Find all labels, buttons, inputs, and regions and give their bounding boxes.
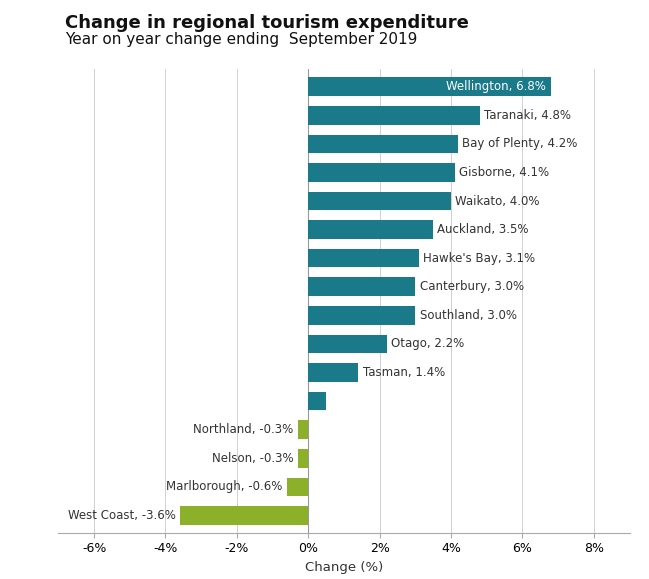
Bar: [297, 449, 308, 468]
Text: West Coast, -3.6%: West Coast, -3.6%: [67, 509, 175, 522]
Text: Gisborne, 4.1%: Gisborne, 4.1%: [459, 166, 549, 179]
Bar: [308, 392, 326, 411]
Bar: [308, 106, 480, 124]
Bar: [308, 363, 358, 382]
Bar: [308, 192, 451, 210]
Bar: [308, 163, 454, 182]
Bar: [308, 306, 415, 325]
Bar: [180, 506, 308, 525]
Text: Taranaki, 4.8%: Taranaki, 4.8%: [484, 109, 571, 122]
Text: Northland, -0.3%: Northland, -0.3%: [193, 423, 293, 436]
Text: Canterbury, 3.0%: Canterbury, 3.0%: [420, 280, 524, 294]
Text: Marlborough, -0.6%: Marlborough, -0.6%: [166, 481, 282, 493]
Text: Southland, 3.0%: Southland, 3.0%: [420, 309, 517, 322]
Bar: [308, 277, 415, 296]
Text: Waikato, 4.0%: Waikato, 4.0%: [456, 195, 540, 207]
Bar: [308, 134, 458, 153]
Text: Change in regional tourism expenditure: Change in regional tourism expenditure: [65, 14, 469, 32]
Bar: [308, 249, 419, 267]
X-axis label: Change (%): Change (%): [305, 561, 383, 574]
Bar: [308, 335, 387, 353]
Text: Bay of Plenty, 4.2%: Bay of Plenty, 4.2%: [463, 137, 578, 151]
Text: Otago, 2.2%: Otago, 2.2%: [391, 338, 464, 350]
Bar: [287, 478, 308, 496]
Bar: [297, 420, 308, 439]
Text: Year on year change ending  September 2019: Year on year change ending September 201…: [65, 32, 417, 47]
Text: Wellington, 6.8%: Wellington, 6.8%: [446, 80, 546, 93]
Bar: [308, 78, 551, 96]
Bar: [308, 220, 434, 239]
Text: Hawke's Bay, 3.1%: Hawke's Bay, 3.1%: [423, 252, 535, 265]
Text: Tasman, 1.4%: Tasman, 1.4%: [363, 366, 445, 379]
Text: Auckland, 3.5%: Auckland, 3.5%: [437, 223, 529, 236]
Text: Nelson, -0.3%: Nelson, -0.3%: [212, 452, 293, 465]
